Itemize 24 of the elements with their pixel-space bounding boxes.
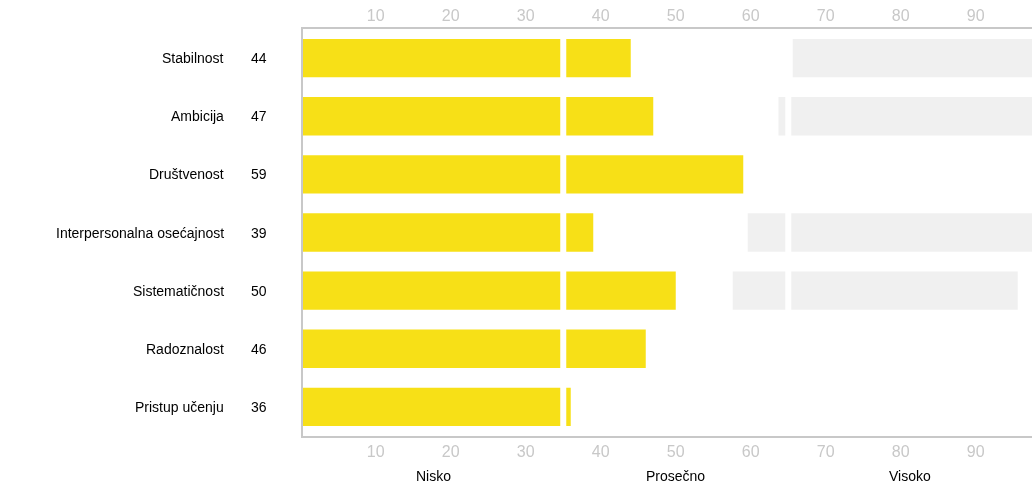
- bar: [303, 155, 744, 194]
- y-tick-label: Društvenost: [149, 166, 224, 182]
- bar: [303, 271, 676, 310]
- bar: [303, 213, 594, 252]
- text: Nisko: [416, 468, 452, 484]
- y-tick-label: Stabilnost: [162, 50, 224, 66]
- data-label: 59: [251, 166, 267, 182]
- y-tick-label: Sistematičnost: [133, 283, 225, 299]
- data-label: 50: [251, 283, 267, 299]
- data-label: 46: [251, 341, 267, 357]
- data-label: 39: [251, 225, 267, 241]
- bar: [303, 387, 571, 427]
- text: Prosečno: [646, 468, 706, 484]
- y-tick-label: Ambicija: [171, 108, 225, 124]
- data-label: 36: [251, 399, 267, 415]
- text: Visoko: [889, 468, 931, 484]
- y-tick-label: Pristup učenju: [135, 399, 224, 415]
- bar: [303, 97, 654, 136]
- data-label: 47: [251, 108, 267, 124]
- y-tick-label: Radoznalost: [146, 341, 224, 357]
- bar: [303, 329, 646, 368]
- data-label: 44: [251, 50, 267, 66]
- y-tick-label: Interpersonalna osećajnost: [56, 225, 225, 241]
- bar: [303, 38, 631, 78]
